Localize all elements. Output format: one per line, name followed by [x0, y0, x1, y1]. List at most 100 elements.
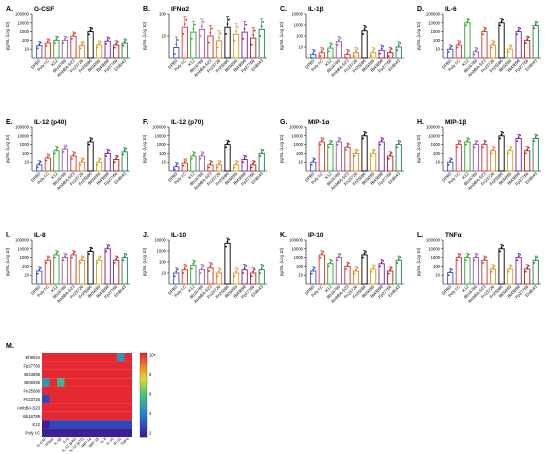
- heatmap-col-label: IP-10: [113, 437, 122, 446]
- data-point: [71, 37, 73, 40]
- data-point: [259, 155, 262, 157]
- data-point: [467, 138, 470, 140]
- colorbar-segment: [140, 428, 147, 431]
- panel-letter: L.: [417, 232, 423, 239]
- heatmap-cell: [124, 386, 132, 395]
- data-point: [459, 140, 462, 143]
- data-point: [250, 275, 253, 278]
- panel-il-8: I. IL-8 pg/mL (Log 10) 10 100 1000 10000 100000…: [5, 232, 130, 304]
- data-point: [449, 160, 452, 162]
- heatmap-row-label: K12: [33, 422, 41, 427]
- data-point: [320, 252, 323, 255]
- data-point: [319, 55, 322, 57]
- bar: [181, 26, 188, 59]
- data-point: [216, 275, 219, 278]
- data-point: [355, 151, 357, 154]
- data-point: [466, 20, 469, 23]
- data-point: [46, 155, 49, 158]
- heatmap-cell: [109, 395, 117, 404]
- data-point: [88, 253, 90, 255]
- y-tick-label: 10: [161, 34, 166, 39]
- colorbar-tick-label: 8: [149, 372, 152, 377]
- y-tick-label: 100000: [15, 238, 30, 243]
- data-point: [339, 253, 342, 256]
- colorbar-tick-label: 2: [149, 431, 152, 436]
- data-point: [320, 139, 323, 142]
- data-point: [509, 266, 511, 269]
- colorbar-segment: [140, 365, 147, 368]
- colorbar-segment: [140, 386, 147, 389]
- heatmap-cell: [102, 420, 110, 429]
- data-point: [382, 45, 385, 48]
- bar: [241, 269, 248, 285]
- y-tick-label: 100000: [426, 12, 441, 17]
- data-point: [372, 151, 374, 154]
- data-point: [322, 251, 325, 253]
- data-point: [379, 143, 382, 146]
- data-point: [108, 37, 111, 40]
- data-point: [500, 246, 503, 249]
- colorbar-segment: [140, 371, 147, 375]
- bar: [498, 135, 505, 172]
- panel-il-6: D. IL-6 pg/mL (Log 10) 10 100 1000 10000 100000…: [416, 6, 541, 78]
- bar: [361, 254, 368, 285]
- data-point: [202, 20, 205, 23]
- heatmap-cell: [72, 395, 80, 404]
- data-point: [519, 27, 522, 30]
- data-point: [348, 143, 350, 146]
- bar: [378, 263, 385, 285]
- data-point: [228, 140, 230, 143]
- colorbar-segment: [140, 353, 147, 356]
- data-point: [259, 35, 262, 37]
- data-point: [519, 253, 522, 256]
- data-point: [500, 133, 503, 136]
- data-point: [490, 270, 493, 273]
- heatmap-cell: [49, 378, 57, 387]
- heatmap-cell: [94, 369, 102, 379]
- data-point: [38, 43, 41, 46]
- data-point: [211, 160, 213, 163]
- data-point: [62, 150, 65, 153]
- heatmap-cell: [87, 361, 95, 370]
- bar: [352, 270, 360, 285]
- data-point: [125, 253, 128, 256]
- bar: [532, 24, 539, 59]
- data-point: [98, 160, 100, 162]
- panel-letter: I.: [6, 232, 10, 239]
- data-point: [225, 32, 227, 35]
- data-point: [356, 149, 359, 152]
- y-axis-label: pg/mL (Log 10): [279, 21, 284, 50]
- data-point: [536, 134, 539, 137]
- bar: [198, 28, 206, 59]
- x-tick-label: K12: [187, 171, 196, 180]
- data-point: [399, 256, 402, 259]
- panel-title: IL-12 (p70): [171, 119, 204, 126]
- heatmap-cell: [79, 403, 87, 412]
- data-point: [490, 46, 493, 49]
- heatmap-cell: [57, 353, 65, 362]
- x-tick-label: K12: [50, 284, 59, 293]
- bar: [327, 263, 334, 285]
- data-point: [65, 145, 68, 148]
- y-axis-label: pg/mL (Log 10): [5, 134, 10, 163]
- bar: [481, 144, 488, 172]
- data-point: [82, 41, 85, 44]
- data-point: [176, 39, 179, 41]
- data-point: [389, 153, 392, 156]
- bar: [224, 242, 231, 285]
- panel-title: IL-10: [171, 232, 187, 239]
- data-point: [62, 42, 65, 44]
- data-point: [473, 53, 476, 56]
- data-point: [475, 49, 477, 52]
- bar: [70, 155, 77, 172]
- heatmap-cell: [94, 386, 102, 395]
- data-point: [45, 159, 48, 162]
- colorbar-segment: [140, 367, 147, 371]
- data-point: [226, 142, 229, 145]
- bar: [207, 267, 214, 285]
- data-point: [329, 261, 332, 264]
- data-point: [211, 263, 213, 265]
- data-point: [199, 35, 202, 37]
- bar: [70, 254, 77, 285]
